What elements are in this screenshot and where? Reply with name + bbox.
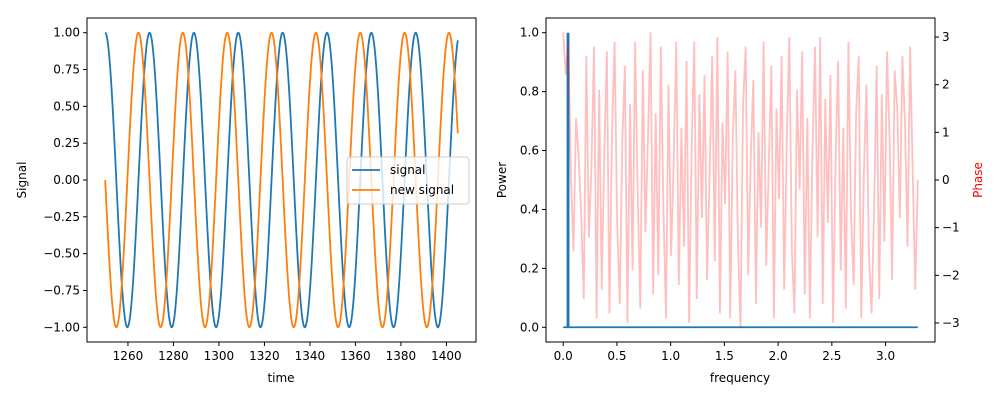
x-tick-label: 1.5 [715,349,734,363]
x-tick-label: 1300 [204,349,235,363]
y-tick-label: 0.00 [53,173,80,187]
y-tick-label: 0.8 [520,85,539,99]
x-tick-label: 0.5 [607,349,626,363]
legend-label-new-signal: new signal [390,183,454,197]
right-y2label: Phase [971,162,985,198]
series-line-signal [104,31,459,329]
y2-tick-label: −3 [942,316,960,330]
y2-tick-label: 2 [942,78,950,92]
x-tick-label: 1260 [113,349,144,363]
y2-tick-label: 3 [942,30,950,44]
legend-label-signal: signal [390,163,426,177]
y-tick-label: 0.4 [520,202,539,216]
y-tick-label: 0.0 [520,320,539,334]
y2-tick-label: −2 [942,268,960,282]
legend-box [346,156,470,205]
legend: signal new signal [346,156,470,205]
right-xlabel: frequency [710,371,770,385]
x-tick-label: 3.0 [876,349,895,363]
y2-tick-label: −1 [942,221,960,235]
left-xlabel: time [267,371,294,385]
x-tick-label: 0.0 [554,349,573,363]
signal-axes: 1260 1280 1300 1320 1340 1360 1380 1400 1.00 0.75… [43,17,477,363]
x-tick-label: 1360 [340,349,371,363]
x-tick-label: 1400 [431,349,462,363]
phase-line [562,32,919,328]
y-tick-label: 0.75 [53,63,80,77]
x-tick-label: 1340 [295,349,326,363]
y-tick-label: 0.50 [53,99,80,113]
y2-tick-label: 0 [942,173,950,187]
power-line [563,32,918,329]
y-tick-label: 0.25 [53,136,80,150]
x-tick-label: 1.0 [661,349,680,363]
left-ylabel: Signal [15,162,29,199]
y-tick-label: 1.00 [53,26,80,40]
y-tick-label: 1.0 [520,26,539,40]
x-tick-label: 1320 [249,349,280,363]
y-tick-label: −1.00 [43,320,80,334]
series-line-new-signal [104,31,459,329]
right-ylabel: Power [495,162,509,198]
x-tick-label: 1280 [158,349,189,363]
y-tick-label: 0.6 [520,144,539,158]
y-tick-label: −0.75 [43,283,80,297]
spectrum-axes: 0.0 0.5 1.0 1.5 2.0 2.5 3.0 0.0 0.2 0.4 0.6 0.8 1.0 3… [520,17,960,363]
y-tick-label: −0.50 [43,247,80,261]
y2-tick-label: 1 [942,125,950,139]
x-tick-label: 2.5 [822,349,841,363]
y-tick-label: −0.25 [43,210,80,224]
x-tick-label: 2.0 [769,349,788,363]
x-tick-label: 1380 [386,349,417,363]
y-tick-label: 0.2 [520,261,539,275]
